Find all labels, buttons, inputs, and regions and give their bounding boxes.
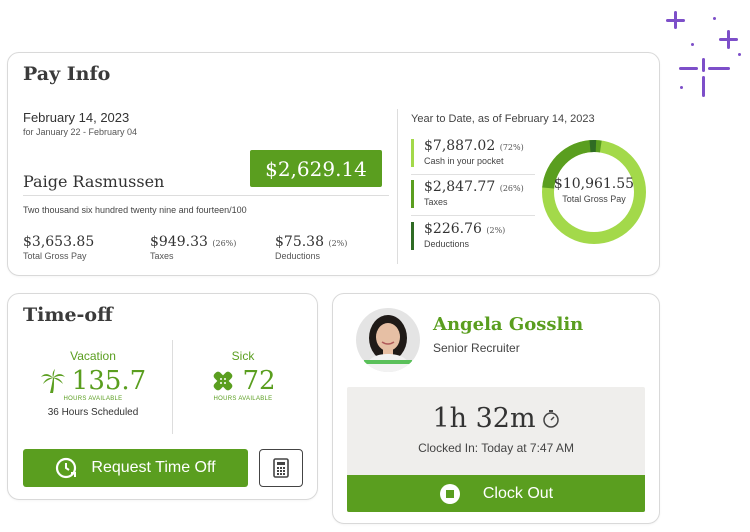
bandage-icon: [214, 371, 233, 391]
sick-hours-label: HOURS AVAILABLE: [213, 396, 273, 402]
stat-deductions: $75.38 (2%) Deductions: [275, 234, 347, 261]
request-time-off-label: Request Time Off: [91, 459, 216, 476]
vacation-section: Vacation 135.7 HOURS AVAILABLE 36 Hours …: [23, 349, 163, 418]
stat-pct: (26%): [212, 239, 237, 248]
clock-arrow-icon: [56, 457, 77, 479]
stopwatch-icon: [542, 409, 559, 428]
ytd-donut-chart: [542, 140, 646, 244]
ytd-label: Taxes: [424, 197, 448, 207]
sick-label: Sick: [231, 349, 255, 363]
avatar: [356, 308, 420, 372]
ytd-value: $2,847.77: [424, 179, 496, 195]
stat-label: Taxes: [150, 251, 174, 261]
time-off-card: Time-off Vacation 135.7 HOURS AVAILABLE …: [7, 293, 318, 500]
ytd-bar: [411, 180, 414, 208]
employee-name: Paige Rasmussen: [23, 172, 165, 191]
ytd-pct: (72%): [499, 143, 524, 152]
donut-value: $10,961.55: [553, 176, 635, 192]
vacation-hours: 135.7: [71, 366, 147, 396]
clocked-in-text: Clocked In: Today at 7:47 AM: [418, 441, 574, 455]
palm-tree-icon: [40, 369, 65, 393]
donut-label: Total Gross Pay: [562, 194, 626, 204]
pay-info-title: Pay Info: [23, 63, 111, 85]
clock-out-label: Clock Out: [482, 484, 554, 502]
vertical-divider: [397, 109, 398, 264]
stat-pct: (2%): [328, 239, 348, 248]
elapsed-time: 1h 32m: [432, 403, 536, 434]
calculator-button[interactable]: [259, 449, 303, 487]
stat-taxes: $949.33 (26%) Taxes: [150, 234, 236, 261]
divider: [23, 195, 389, 196]
stat-gross: $3,653.85 Total Gross Pay: [23, 234, 94, 261]
ytd-label: Cash in your pocket: [424, 156, 504, 166]
ytd-bar: [411, 222, 414, 250]
clock-out-button[interactable]: Clock Out: [347, 475, 645, 512]
stat-value: $75.38: [275, 234, 324, 250]
stat-label: Deductions: [275, 251, 321, 261]
net-pay-amount: $2,629.14: [250, 150, 382, 187]
pay-period: for January 22 - February 04: [23, 127, 138, 137]
ytd-cash: $7,887.02 (72%) Cash in your pocket: [411, 138, 535, 175]
stat-value: $3,653.85: [23, 234, 95, 250]
sick-hours: 72: [242, 366, 276, 396]
calculator-icon: [273, 458, 289, 478]
donut-center: $10,961.55 Total Gross Pay: [540, 176, 648, 204]
stop-icon: [439, 483, 460, 504]
recruiter-name: Angela Gosslin: [433, 314, 584, 335]
ytd-pct: (26%): [499, 184, 524, 193]
ytd-heading: Year to Date, as of February 14, 2023: [411, 113, 595, 125]
ytd-taxes: $2,847.77 (26%) Taxes: [411, 179, 535, 216]
ytd-label: Deductions: [424, 239, 470, 249]
pay-date: February 14, 2023: [23, 110, 130, 125]
recruiter-role: Senior Recruiter: [433, 341, 520, 355]
donut-taxes-segment: [542, 140, 646, 244]
request-time-off-button[interactable]: Request Time Off: [23, 449, 248, 487]
scheduled-hours: 36 Hours Scheduled: [47, 407, 139, 418]
ytd-value: $7,887.02: [424, 138, 496, 154]
ytd-bar: [411, 139, 414, 167]
vacation-hours-label: HOURS AVAILABLE: [63, 396, 123, 402]
ytd-pct: (2%): [486, 226, 506, 235]
ytd-deductions: $226.76 (2%) Deductions: [411, 221, 535, 258]
time-off-divider: [172, 340, 173, 434]
time-off-title: Time-off: [23, 304, 113, 326]
stat-value: $949.33: [150, 234, 208, 250]
recruiter-card: Angela Gosslin Senior Recruiter 1h 32m C…: [332, 293, 660, 524]
pay-info-card: Pay Info February 14, 2023 for January 2…: [7, 52, 660, 276]
amount-in-words: Two thousand six hundred twenty nine and…: [23, 205, 247, 215]
sick-section: Sick 72 HOURS AVAILABLE: [178, 349, 308, 402]
donut-deductions-segment: [542, 140, 646, 244]
vacation-label: Vacation: [70, 349, 116, 363]
ytd-value: $226.76: [424, 221, 482, 237]
stat-label: Total Gross Pay: [23, 251, 87, 261]
